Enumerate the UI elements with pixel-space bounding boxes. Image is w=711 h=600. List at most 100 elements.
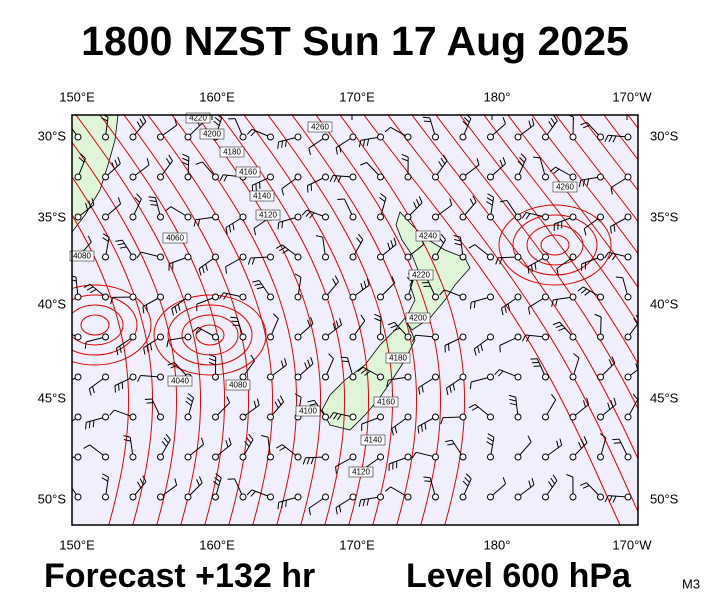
barb-flag xyxy=(380,193,387,199)
barb-flag xyxy=(310,316,314,324)
barb-flag xyxy=(583,228,587,236)
barb-flag xyxy=(337,198,345,200)
barb-flag xyxy=(401,153,409,158)
barb-station xyxy=(322,453,329,461)
barb-flag xyxy=(250,490,256,497)
barb-station xyxy=(542,133,549,141)
barb-station xyxy=(267,413,274,421)
barb-flag xyxy=(85,202,89,210)
barb-flag xyxy=(613,442,621,444)
barb-flag xyxy=(174,118,178,126)
barb-flag xyxy=(469,381,472,390)
barb-flag xyxy=(56,458,58,465)
barb-flag xyxy=(360,368,367,374)
barb-station xyxy=(349,133,357,141)
barb-flag xyxy=(119,345,122,353)
barb-station xyxy=(212,333,219,341)
barb-flag xyxy=(109,409,115,416)
barb-flag xyxy=(225,440,229,448)
barb-flag xyxy=(586,178,590,186)
barb-station xyxy=(514,373,522,381)
barb-flag xyxy=(142,306,145,314)
barb-flag xyxy=(219,292,224,299)
barb-flag xyxy=(499,257,503,265)
barb-flag xyxy=(366,278,370,286)
barb-station xyxy=(377,453,384,461)
barb-flag xyxy=(438,161,443,168)
contour xyxy=(498,204,612,286)
barb-flag xyxy=(552,321,560,326)
barb-flag xyxy=(416,199,420,206)
barb-flag xyxy=(548,481,553,488)
barb-flag xyxy=(217,115,222,119)
contour-label: 4080 xyxy=(73,252,91,261)
barb-flag xyxy=(499,199,507,203)
barb-flag xyxy=(223,175,228,182)
contour-label-box xyxy=(255,209,281,221)
barb-flag xyxy=(418,387,421,395)
barb-station xyxy=(294,253,302,261)
contour-label-box xyxy=(167,375,193,387)
barb-station xyxy=(102,133,109,141)
contour-label: 4260 xyxy=(556,183,574,192)
barb-station xyxy=(74,493,82,501)
barb-station xyxy=(322,293,329,301)
south-island xyxy=(321,317,416,431)
barb-flag xyxy=(102,233,110,238)
barb-flag xyxy=(205,263,208,271)
barb-station xyxy=(432,293,439,301)
barb-station xyxy=(102,333,109,341)
barb-station xyxy=(377,293,384,301)
barb-flag xyxy=(528,307,531,315)
barb-flag xyxy=(394,426,398,434)
barb-station xyxy=(432,173,439,181)
barb-flag xyxy=(301,209,308,216)
barb-station xyxy=(349,373,357,381)
contour-label-box xyxy=(69,250,95,262)
barb-station xyxy=(542,253,549,261)
lon-label-top: 160°E xyxy=(199,89,235,104)
barb-flag xyxy=(329,412,334,419)
barb-flag xyxy=(335,147,338,155)
barb-flag xyxy=(62,428,64,435)
barb-flag xyxy=(174,478,178,486)
barb-station xyxy=(294,293,302,301)
barb-flag xyxy=(534,262,537,270)
barb-flag xyxy=(341,360,349,363)
barb-flag xyxy=(449,385,452,393)
barb-flag xyxy=(281,140,283,148)
barb-flag xyxy=(580,439,585,446)
barb-flag xyxy=(213,480,220,486)
barb-station xyxy=(184,173,192,181)
barb-station xyxy=(624,293,632,301)
barb-flag xyxy=(612,438,620,441)
barb-flag xyxy=(339,318,342,326)
barb-flag xyxy=(466,115,472,119)
barb-station xyxy=(432,253,439,261)
barb-flag xyxy=(281,501,284,509)
barb-flag xyxy=(232,324,240,327)
barb-flag xyxy=(196,479,200,486)
contour xyxy=(243,115,370,525)
title: 1800 NZST Sun 17 Aug 2025 xyxy=(81,18,629,64)
barb-station xyxy=(487,173,494,181)
barb-flag xyxy=(472,195,477,203)
contour xyxy=(72,294,138,356)
barb-flag xyxy=(198,268,202,276)
barb-station xyxy=(184,213,192,221)
barb-station xyxy=(377,133,384,141)
barb-flag xyxy=(177,303,181,311)
barb-station xyxy=(624,493,632,501)
barb-station xyxy=(624,333,632,341)
barb-flag xyxy=(486,437,494,442)
barb-station xyxy=(322,413,329,421)
contour-label: 4080 xyxy=(229,381,247,390)
barb-flag xyxy=(78,157,85,163)
barb-flag xyxy=(185,400,192,406)
barb-flag xyxy=(379,196,386,203)
contour-label: 4160 xyxy=(377,398,395,407)
barb-flag xyxy=(411,452,417,459)
barb-station xyxy=(569,493,577,501)
barb-station xyxy=(239,493,247,501)
barb-flag xyxy=(391,428,394,436)
